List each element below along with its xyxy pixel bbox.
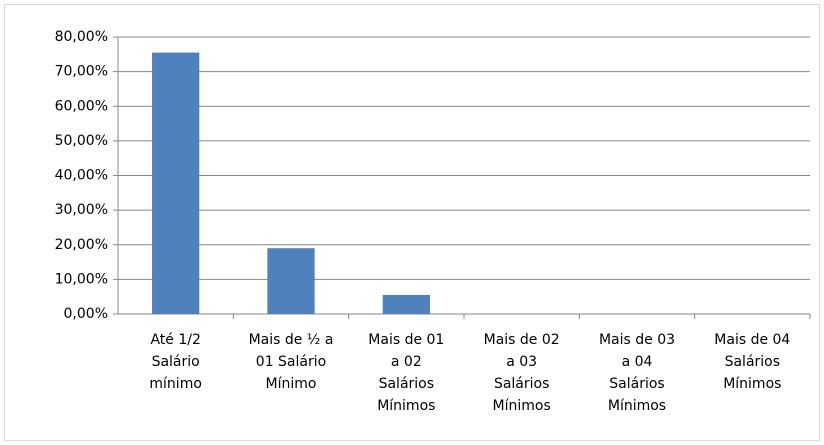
y-tick-label: 40,00% bbox=[55, 168, 108, 184]
y-tick-label: 0,00% bbox=[64, 306, 108, 322]
x-tick-label: Mais de 02 a 03 Salários Mínimos bbox=[483, 332, 560, 414]
y-tick-label: 70,00% bbox=[55, 64, 108, 80]
x-tick-label: Mais de 01 a 02 Salários Mínimos bbox=[368, 332, 445, 414]
y-tick-label: 50,00% bbox=[55, 133, 108, 149]
x-tick-label: Mais de ½ a 01 Salário Mínimo bbox=[248, 332, 334, 392]
y-tick-label: 10,00% bbox=[55, 271, 108, 287]
bar bbox=[267, 248, 315, 314]
bar bbox=[152, 52, 200, 315]
y-tick-label: 60,00% bbox=[55, 98, 108, 114]
y-tick-label: 80,00% bbox=[55, 29, 108, 45]
y-tick-label: 20,00% bbox=[55, 237, 108, 253]
y-tick-label: 30,00% bbox=[55, 202, 108, 218]
bar bbox=[382, 294, 430, 314]
x-tick-label: Mais de 04 Salários Mínimos bbox=[714, 332, 791, 392]
chart-border bbox=[4, 4, 820, 441]
x-tick-label: Mais de 03 a 04 Salários Mínimos bbox=[598, 332, 676, 414]
x-tick-label: Até 1/2 Salário mínimo bbox=[149, 332, 202, 392]
